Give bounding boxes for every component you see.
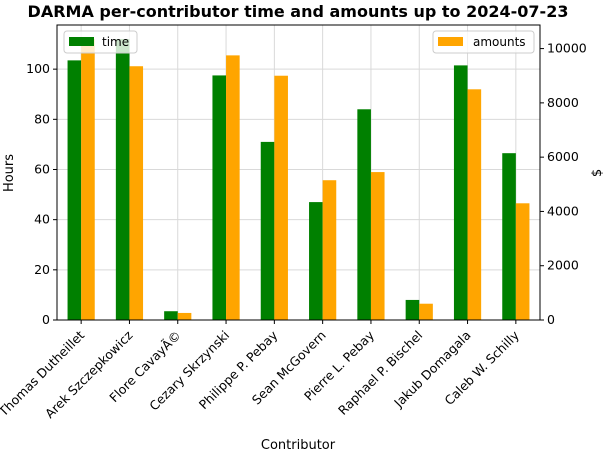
category-label: Arek Szczepkowicz bbox=[42, 327, 136, 421]
tick-label-left: 60 bbox=[34, 161, 50, 176]
tick-label-right: 6000 bbox=[547, 149, 579, 164]
tick-label-left: 40 bbox=[34, 212, 50, 227]
bar-time bbox=[115, 39, 130, 321]
tick-label-left: 80 bbox=[34, 111, 50, 126]
category-label: Thomas Dutheillet bbox=[0, 327, 87, 419]
tick-label-right: 10000 bbox=[547, 41, 587, 56]
tick-label-right: 2000 bbox=[547, 258, 579, 273]
y-axis-label-left: Hours bbox=[2, 154, 17, 192]
bar-time bbox=[309, 202, 323, 320]
right-axis: 0 2000 4000 6000 8000 10000 bbox=[540, 41, 587, 327]
legend-right-box bbox=[432, 30, 535, 54]
category-label: Raphael P. Bischel bbox=[335, 328, 425, 418]
legend-left-swatch bbox=[69, 37, 94, 46]
legend-left-label: time bbox=[102, 35, 129, 49]
legend-right-swatch bbox=[438, 37, 463, 46]
bar-amounts bbox=[370, 172, 385, 320]
bar-amounts bbox=[515, 203, 530, 320]
bar-time bbox=[260, 141, 275, 320]
bar-time bbox=[357, 109, 371, 321]
tick-label-left: 100 bbox=[26, 61, 50, 76]
legend-left: time bbox=[63, 30, 138, 54]
left-axis: 0 20 40 60 80 100 bbox=[26, 61, 57, 327]
bar-amounts bbox=[467, 89, 482, 320]
bars bbox=[67, 39, 530, 321]
tick-label-right: 4000 bbox=[547, 203, 579, 218]
bar-amounts bbox=[129, 66, 144, 320]
legend-right-label: amounts bbox=[473, 35, 526, 49]
tick-label-left: 20 bbox=[34, 262, 50, 277]
tick-label-left: 0 bbox=[42, 312, 50, 327]
tick-label-right: 0 bbox=[547, 312, 555, 327]
y-axis-label-right: $ bbox=[590, 169, 605, 177]
legend-left-box bbox=[63, 30, 138, 54]
bar-time bbox=[67, 60, 82, 320]
bar-time bbox=[453, 65, 468, 320]
tick-label-right: 8000 bbox=[547, 95, 579, 110]
x-axis-label: Contributor bbox=[261, 438, 336, 453]
bar-amounts bbox=[322, 180, 337, 320]
chart-title: DARMA per-contributor time and amounts u… bbox=[28, 2, 569, 21]
bar-time bbox=[164, 311, 178, 320]
bar-amounts bbox=[226, 55, 240, 320]
bar-time bbox=[405, 299, 420, 320]
plot-frame bbox=[56, 24, 541, 321]
legend-right: amounts bbox=[432, 30, 535, 54]
bar-time bbox=[502, 153, 516, 320]
bar-amounts bbox=[274, 75, 288, 320]
bar-amounts bbox=[81, 39, 95, 320]
bar-amounts bbox=[177, 312, 192, 320]
bar-amounts bbox=[419, 303, 433, 320]
bar-time bbox=[212, 75, 227, 320]
